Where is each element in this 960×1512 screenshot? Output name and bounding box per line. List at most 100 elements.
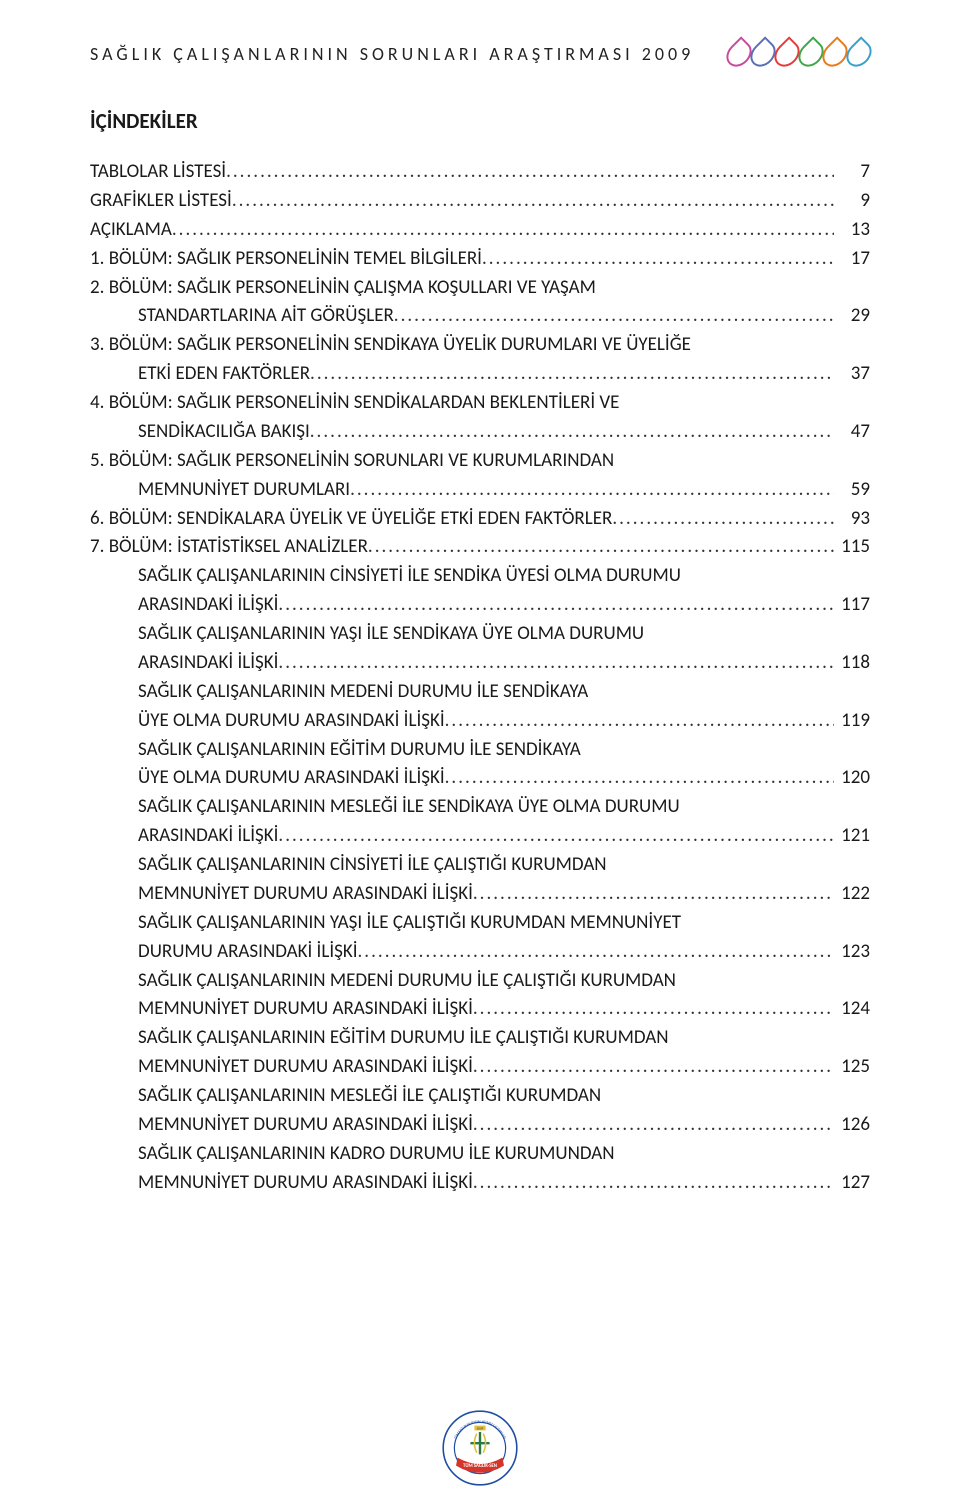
toc-leader-dots <box>278 649 834 678</box>
toc-row: AÇIKLAMA 13 <box>90 216 870 245</box>
toc-entry-text: SAĞLIK ÇALIŞANLARININ EĞİTİM DURUMU İLE … <box>90 1024 870 1053</box>
toc-page-number: 127 <box>834 1169 870 1198</box>
toc-entry-text: ARASINDAKİ İLİŞKİ <box>138 822 278 851</box>
toc-leader-dots <box>445 707 834 736</box>
toc-page-number: 7 <box>834 158 870 187</box>
toc-row: MEMNUNİYET DURUMU ARASINDAKİ İLİŞKİ 122 <box>90 880 870 909</box>
toc-page-number: 13 <box>834 216 870 245</box>
toc-entry-text: SAĞLIK ÇALIŞANLARININ KADRO DURUMU İLE K… <box>90 1140 870 1169</box>
toc-entry-text: 1. BÖLÜM: SAĞLIK PERSONELİNİN TEMEL BİLG… <box>90 245 482 274</box>
toc-row: MEMNUNİYET DURUMU ARASINDAKİ İLİŞKİ 126 <box>90 1111 870 1140</box>
toc-leader-dots <box>473 1169 834 1198</box>
toc-entry-text: STANDARTLARINA AİT GÖRÜŞLER <box>138 302 394 331</box>
toc-leader-dots <box>350 476 834 505</box>
toc-leader-dots <box>232 187 834 216</box>
toc-entry-text: 4. BÖLÜM: SAĞLIK PERSONELİNİN SENDİKALAR… <box>90 389 870 418</box>
toc-leader-dots <box>473 1053 834 1082</box>
toc-row: ETKİ EDEN FAKTÖRLER 37 <box>90 360 870 389</box>
union-logo-icon: TÜM SAĞLIK-SEN 2009 TÜM SAĞLIK VE SOSYAL… <box>440 1408 520 1488</box>
toc-leader-dots <box>358 938 834 967</box>
toc-entry-text: MEMNUNİYET DURUMU ARASINDAKİ İLİŞKİ <box>138 1053 473 1082</box>
toc-page-number: 29 <box>834 302 870 331</box>
toc-page-number: 122 <box>834 880 870 909</box>
table-of-contents: TABLOLAR LİSTESİ7GRAFİKLER LİSTESİ9AÇIKL… <box>90 158 870 1198</box>
toc-page-number: 118 <box>834 649 870 678</box>
toc-entry-text: MEMNUNİYET DURUMLARI <box>138 476 350 505</box>
toc-entry-text: ARASINDAKİ İLİŞKİ <box>138 591 278 620</box>
toc-page-number: 9 <box>834 187 870 216</box>
toc-row: SENDİKACILIĞA BAKIŞI 47 <box>90 418 870 447</box>
toc-page-number: 17 <box>834 245 870 274</box>
toc-leader-dots <box>394 302 834 331</box>
footer-logo: TÜM SAĞLIK-SEN 2009 TÜM SAĞLIK VE SOSYAL… <box>440 1408 520 1488</box>
toc-row: 6. BÖLÜM: SENDİKALARA ÜYELİK VE ÜYELİĞE … <box>90 505 870 534</box>
toc-entry-text: TABLOLAR LİSTESİ <box>90 158 226 187</box>
toc-entry-text: ETKİ EDEN FAKTÖRLER <box>138 360 310 389</box>
toc-leader-dots <box>172 216 834 245</box>
toc-leader-dots <box>445 764 834 793</box>
toc-leader-dots <box>226 158 834 187</box>
toc-entry-text: SAĞLIK ÇALIŞANLARININ MESLEĞİ İLE SENDİK… <box>90 793 870 822</box>
toc-entry-text: ARASINDAKİ İLİŞKİ <box>138 649 278 678</box>
toc-leader-dots <box>612 505 834 534</box>
toc-page-number: 37 <box>834 360 870 389</box>
toc-entry-text: 2. BÖLÜM: SAĞLIK PERSONELİNİN ÇALIŞMA KO… <box>90 274 870 303</box>
toc-leader-dots <box>473 1111 834 1140</box>
drop-icon <box>841 36 876 71</box>
toc-entry-text: MEMNUNİYET DURUMU ARASINDAKİ İLİŞKİ <box>138 880 473 909</box>
toc-page-number: 119 <box>834 707 870 736</box>
toc-leader-dots <box>310 418 834 447</box>
toc-entry-text: SENDİKACILIĞA BAKIŞI <box>138 418 310 447</box>
toc-entry-text: GRAFİKLER LİSTESİ <box>90 187 232 216</box>
toc-row: DURUMU ARASINDAKİ İLİŞKİ123 <box>90 938 870 967</box>
toc-row: ÜYE OLMA DURUMU ARASINDAKİ İLİŞKİ120 <box>90 764 870 793</box>
page-header: SAĞLIK ÇALIŞANLARININ SORUNLARI ARAŞTIRM… <box>90 40 870 68</box>
toc-entry-text: SAĞLIK ÇALIŞANLARININ MEDENİ DURUMU İLE … <box>90 967 870 996</box>
toc-page-number: 120 <box>834 764 870 793</box>
toc-page-number: 126 <box>834 1111 870 1140</box>
toc-page-number: 115 <box>834 533 870 562</box>
toc-entry-text: AÇIKLAMA <box>90 216 172 245</box>
toc-leader-dots <box>368 533 834 562</box>
toc-entry-text: MEMNUNİYET DURUMU ARASINDAKİ İLİŞKİ <box>138 1169 473 1198</box>
header-drops <box>728 40 870 68</box>
toc-entry-text: SAĞLIK ÇALIŞANLARININ EĞİTİM DURUMU İLE … <box>90 736 870 765</box>
toc-row: STANDARTLARINA AİT GÖRÜŞLER 29 <box>90 302 870 331</box>
toc-entry-text: 5. BÖLÜM: SAĞLIK PERSONELİNİN SORUNLARI … <box>90 447 870 476</box>
toc-entry-text: 3. BÖLÜM: SAĞLIK PERSONELİNİN SENDİKAYA … <box>90 331 870 360</box>
toc-entry-text: DURUMU ARASINDAKİ İLİŞKİ <box>138 938 358 967</box>
toc-page-number: 124 <box>834 995 870 1024</box>
toc-leader-dots <box>278 822 834 851</box>
toc-leader-dots <box>473 995 834 1024</box>
section-heading: İÇİNDEKİLER <box>90 108 870 134</box>
toc-row: TABLOLAR LİSTESİ 7 <box>90 158 870 187</box>
toc-row: MEMNUNİYET DURUMU ARASINDAKİ İLİŞKİ 127 <box>90 1169 870 1198</box>
toc-row: MEMNUNİYET DURUMU ARASINDAKİ İLİŞKİ 125 <box>90 1053 870 1082</box>
toc-entry-text: SAĞLIK ÇALIŞANLARININ YAŞI İLE SENDİKAYA… <box>90 620 870 649</box>
toc-entry-text: SAĞLIK ÇALIŞANLARININ CİNSİYETİ İLE SEND… <box>90 562 870 591</box>
toc-leader-dots <box>482 245 834 274</box>
toc-leader-dots <box>278 591 834 620</box>
toc-entry-text: 6. BÖLÜM: SENDİKALARA ÜYELİK VE ÜYELİĞE … <box>90 505 612 534</box>
toc-entry-text: SAĞLIK ÇALIŞANLARININ MEDENİ DURUMU İLE … <box>90 678 870 707</box>
toc-entry-text: SAĞLIK ÇALIŞANLARININ MESLEĞİ İLE ÇALIŞT… <box>90 1082 870 1111</box>
toc-row: GRAFİKLER LİSTESİ 9 <box>90 187 870 216</box>
toc-row: MEMNUNİYET DURUMU ARASINDAKİ İLİŞKİ124 <box>90 995 870 1024</box>
toc-page-number: 47 <box>834 418 870 447</box>
toc-leader-dots <box>473 880 834 909</box>
toc-entry-text: ÜYE OLMA DURUMU ARASINDAKİ İLİŞKİ <box>138 707 445 736</box>
svg-text:2009: 2009 <box>477 1427 484 1431</box>
toc-page-number: 117 <box>834 591 870 620</box>
toc-leader-dots <box>310 360 834 389</box>
toc-page-number: 125 <box>834 1053 870 1082</box>
toc-row: 7. BÖLÜM: İSTATİSTİKSEL ANALİZLER115 <box>90 533 870 562</box>
toc-row: 1. BÖLÜM: SAĞLIK PERSONELİNİN TEMEL BİLG… <box>90 245 870 274</box>
toc-row: MEMNUNİYET DURUMLARI 59 <box>90 476 870 505</box>
toc-entry-text: SAĞLIK ÇALIŞANLARININ CİNSİYETİ İLE ÇALI… <box>90 851 870 880</box>
toc-page-number: 59 <box>834 476 870 505</box>
toc-row: ARASINDAKİ İLİŞKİ 118 <box>90 649 870 678</box>
toc-row: ÜYE OLMA DURUMU ARASINDAKİ İLİŞKİ 119 <box>90 707 870 736</box>
header-title: SAĞLIK ÇALIŞANLARININ SORUNLARI ARAŞTIRM… <box>90 43 694 65</box>
toc-page-number: 121 <box>834 822 870 851</box>
toc-entry-text: MEMNUNİYET DURUMU ARASINDAKİ İLİŞKİ <box>138 1111 473 1140</box>
